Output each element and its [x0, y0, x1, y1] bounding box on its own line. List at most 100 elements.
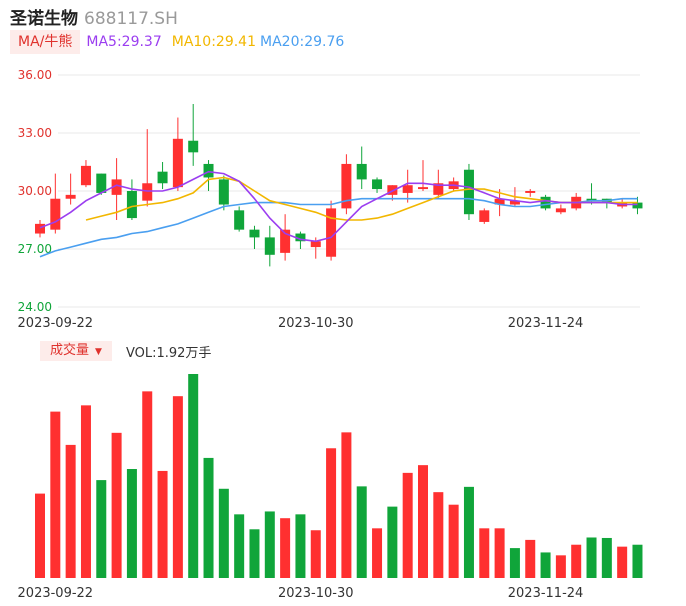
volume-bar — [188, 374, 199, 578]
candle-body — [111, 179, 122, 195]
stock-code: 688117.SH — [84, 9, 178, 29]
candle-body — [479, 210, 490, 222]
volume-bar — [540, 552, 551, 578]
volume-bar — [310, 530, 321, 578]
ma5-value: MA5:29.37 — [86, 34, 162, 50]
candle-body — [203, 163, 214, 178]
volume-bar — [111, 432, 122, 578]
volume-bar — [218, 488, 229, 578]
volume-bar — [341, 432, 352, 578]
x-tick-label: 2023-09-22 — [18, 316, 94, 331]
x-tick-label: 2023-10-30 — [278, 316, 354, 331]
volume-bar — [617, 546, 628, 578]
candle-body — [50, 198, 61, 230]
candle-body — [80, 165, 91, 186]
volume-bar — [571, 544, 582, 578]
chevron-down-icon: ▼ — [95, 347, 102, 357]
y-tick-label: 24.00 — [18, 300, 52, 314]
ma20-line — [39, 197, 638, 258]
volume-bar — [80, 405, 91, 578]
candle-body — [509, 200, 520, 205]
y-tick-label: 27.00 — [18, 242, 52, 256]
candle-body — [402, 185, 413, 193]
stock-header: 圣诺生物 688117.SH — [10, 4, 178, 29]
candle-body — [433, 183, 444, 195]
volume-bar — [448, 504, 459, 578]
candle-body — [35, 223, 45, 234]
volume-bar — [433, 492, 444, 578]
volume-bar — [479, 528, 490, 578]
x-tick-label: 2023-11-24 — [508, 586, 584, 601]
candle-body — [218, 179, 229, 205]
volume-bar — [356, 486, 367, 578]
y-tick-label: 30.00 — [18, 184, 52, 198]
candle-body — [418, 187, 428, 190]
candle-body — [280, 229, 291, 253]
volume-bar — [387, 506, 398, 578]
volume-bar — [525, 539, 536, 578]
volume-bar — [157, 470, 168, 578]
volume-indicator-label: 成交量 — [50, 343, 90, 358]
volume-bar — [142, 391, 153, 578]
ma5-line — [39, 170, 638, 243]
candle-body — [126, 191, 137, 219]
candle-body — [310, 241, 321, 248]
volume-bar — [463, 486, 474, 578]
volume-bar — [372, 528, 383, 578]
x-tick-label: 2023-11-24 — [508, 316, 584, 331]
volume-bar — [555, 555, 566, 578]
ma10-value: MA10:29.41 — [171, 34, 257, 50]
candle-body — [157, 171, 168, 184]
volume-bar — [326, 448, 337, 578]
y-tick-label: 36.00 — [18, 68, 52, 82]
volume-bar — [494, 528, 505, 578]
stock-name: 圣诺生物 — [10, 9, 78, 29]
candle-body — [540, 196, 551, 209]
volume-bar — [203, 457, 214, 578]
volume-bar — [264, 511, 275, 578]
volume-bar — [234, 514, 245, 578]
candle-body — [326, 208, 337, 257]
candle-body — [387, 185, 398, 195]
candle-body — [249, 229, 260, 238]
x-tick-label: 2023-10-30 — [278, 586, 354, 601]
volume-bar — [65, 444, 76, 578]
candle-body — [172, 138, 183, 188]
volume-bar — [280, 518, 291, 578]
candle-body — [372, 179, 383, 190]
candle-body — [586, 198, 597, 201]
volume-bar — [96, 480, 107, 578]
candle-body — [234, 210, 245, 230]
volume-bar — [249, 529, 260, 578]
volume-bar — [295, 514, 306, 578]
volume-indicator-dropdown[interactable]: 成交量 ▼ — [40, 341, 112, 361]
candle-body — [555, 208, 566, 213]
y-tick-label: 33.00 — [18, 126, 52, 140]
candle-body — [494, 198, 505, 205]
volume-bar — [402, 472, 413, 578]
ma-indicator-tab[interactable]: MA/牛熊 — [10, 30, 81, 54]
volume-bar — [632, 544, 643, 578]
volume-bar — [509, 548, 520, 578]
volume-bar — [172, 396, 183, 578]
x-tick-label: 2023-09-22 — [18, 586, 94, 601]
candle-body — [188, 140, 199, 153]
candle-body — [356, 163, 367, 180]
ma-legend: MA/牛熊 MA5:29.37 MA10:29.41 MA20:29.76 — [10, 30, 344, 54]
volume-bar — [35, 493, 45, 578]
ma20-value: MA20:29.76 — [260, 34, 345, 50]
candle-body — [65, 194, 76, 199]
candle-body — [295, 233, 306, 242]
volume-legend: 成交量 ▼ VOL:1.92万手 — [40, 341, 211, 361]
volume-bar — [586, 537, 597, 578]
candle-body — [96, 173, 107, 193]
candle-body — [632, 202, 643, 209]
volume-bar — [50, 411, 61, 578]
candle-body — [264, 237, 275, 255]
volume-bar — [126, 469, 137, 578]
volume-bar — [601, 537, 612, 578]
candle-body — [142, 183, 153, 201]
volume-bar — [418, 465, 428, 578]
candle-body — [341, 163, 352, 209]
